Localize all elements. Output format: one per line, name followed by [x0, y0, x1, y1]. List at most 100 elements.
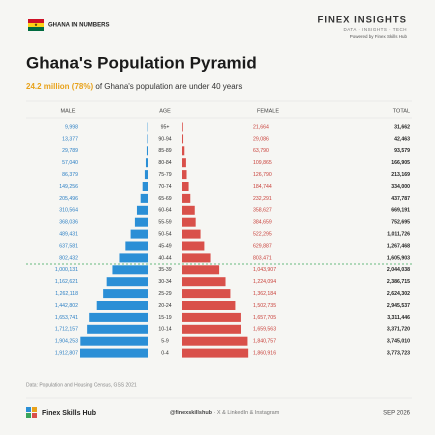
total-label: 42,463	[394, 136, 410, 142]
male-bar	[130, 229, 148, 239]
female-value-label: 126,790	[253, 172, 272, 178]
male-value-label: 1,162,621	[55, 279, 78, 285]
female-bar	[182, 170, 187, 180]
female-bar	[182, 336, 248, 346]
male-value-label: 205,496	[59, 196, 78, 202]
male-value-label: 86,379	[62, 172, 78, 178]
female-value-label: 1,657,705	[253, 315, 276, 321]
male-bar	[125, 241, 148, 251]
total-label: 437,787	[391, 196, 410, 202]
male-value-label: 637,581	[59, 243, 78, 249]
male-value-label: 310,564	[59, 208, 78, 214]
brand-right: FINEX INSIGHTS	[318, 15, 407, 26]
total-label: 3,371,720	[387, 327, 410, 333]
female-bar	[182, 324, 241, 334]
female-bar	[182, 122, 183, 132]
male-bar	[106, 277, 148, 287]
age-label: 15-19	[158, 315, 171, 321]
female-bar	[182, 182, 189, 191]
total-label: 213,169	[391, 172, 410, 178]
age-label: 70-74	[158, 184, 171, 190]
age-label: 50-54	[158, 231, 171, 237]
male-value-label: 489,431	[59, 231, 78, 237]
female-value-label: 232,291	[253, 196, 272, 202]
age-label: 55-59	[158, 220, 171, 226]
female-bar	[182, 241, 205, 251]
female-value-label: 29,086	[253, 136, 269, 142]
total-label: 1,605,903	[387, 255, 410, 261]
male-bar	[80, 336, 148, 346]
age-label: 90-94	[158, 136, 171, 142]
male-bar	[119, 253, 148, 263]
female-value-label: 1,860,916	[253, 350, 276, 356]
total-label: 752,695	[391, 220, 410, 226]
male-value-label: 1,912,807	[55, 350, 78, 356]
male-bar	[142, 182, 148, 191]
female-bar	[182, 289, 231, 299]
male-bar	[134, 217, 148, 227]
footer-brand: Finex Skills Hub	[42, 410, 96, 417]
age-label: 35-39	[158, 267, 171, 273]
age-label: 80-84	[158, 160, 171, 166]
female-value-label: 1,224,094	[253, 279, 276, 285]
total-label: 93,579	[394, 148, 410, 154]
male-bar	[80, 348, 148, 358]
column-header: MALE	[61, 108, 76, 114]
male-value-label: 57,040	[62, 160, 78, 166]
female-value-label: 63,790	[253, 148, 269, 154]
age-label: 60-64	[158, 208, 171, 214]
female-value-label: 1,362,184	[253, 291, 276, 297]
footer-social: @finexskillshub · X & LinkedIn & Instagr…	[170, 410, 280, 416]
female-value-label: 384,659	[253, 220, 272, 226]
male-bar	[96, 301, 148, 310]
male-value-label: 1,712,157	[55, 327, 78, 333]
female-bar	[182, 253, 211, 263]
female-value-label: 184,744	[253, 184, 272, 190]
total-label: 2,945,537	[387, 303, 410, 309]
age-label: 95+	[161, 124, 170, 130]
male-bar	[87, 324, 148, 334]
total-label: 3,311,446	[387, 315, 410, 321]
total-label: 31,662	[394, 124, 410, 130]
subtitle-highlight: 24.2 million (78%)	[26, 82, 93, 91]
female-bar	[182, 312, 241, 322]
chart-subtitle: 24.2 million (78%) of Ghana's population…	[26, 82, 242, 91]
male-value-label: 1,442,802	[55, 303, 78, 309]
male-bar	[136, 205, 148, 215]
column-header: AGE	[159, 108, 171, 114]
female-value-label: 358,627	[253, 208, 272, 214]
female-value-label: 1,840,757	[253, 339, 276, 345]
source-note: Data: Population and Housing Census, GSS…	[26, 382, 137, 388]
total-label: 166,905	[391, 160, 410, 166]
male-value-label: 29,789	[62, 148, 78, 154]
male-bar	[145, 158, 148, 168]
flag-icon	[28, 19, 44, 31]
subtitle-rest: of Ghana's population are under 40 years	[93, 82, 242, 91]
female-value-label: 1,043,907	[253, 267, 276, 273]
female-value-label: 21,664	[253, 124, 269, 130]
male-bar	[103, 289, 148, 299]
age-label: 25-29	[158, 291, 171, 297]
female-bar	[182, 205, 195, 215]
footer-handle: @finexskillshub	[170, 410, 213, 416]
total-label: 3,745,010	[387, 339, 410, 345]
total-label: 2,044,038	[387, 267, 410, 273]
female-value-label: 522,295	[253, 231, 272, 237]
male-bar	[146, 146, 148, 156]
age-label: 0-4	[161, 350, 169, 356]
male-value-label: 1,653,741	[55, 315, 78, 321]
male-value-label: 149,256	[59, 184, 78, 190]
age-label: 30-34	[158, 279, 171, 285]
column-header: FEMALE	[257, 108, 279, 114]
female-bar	[182, 301, 236, 310]
age-label: 40-44	[158, 255, 171, 261]
female-bar	[182, 193, 191, 203]
footer-date: SEP 2026	[383, 411, 411, 417]
female-value-label: 1,502,735	[253, 303, 276, 309]
female-value-label: 109,865	[253, 160, 272, 166]
brand-tagline: DATA · INSIGHTS · TECH	[343, 27, 407, 32]
brand-left: GHANA IN NUMBERS	[48, 23, 109, 29]
age-label: 10-14	[158, 327, 171, 333]
female-bar	[182, 277, 226, 287]
female-bar	[182, 217, 196, 227]
